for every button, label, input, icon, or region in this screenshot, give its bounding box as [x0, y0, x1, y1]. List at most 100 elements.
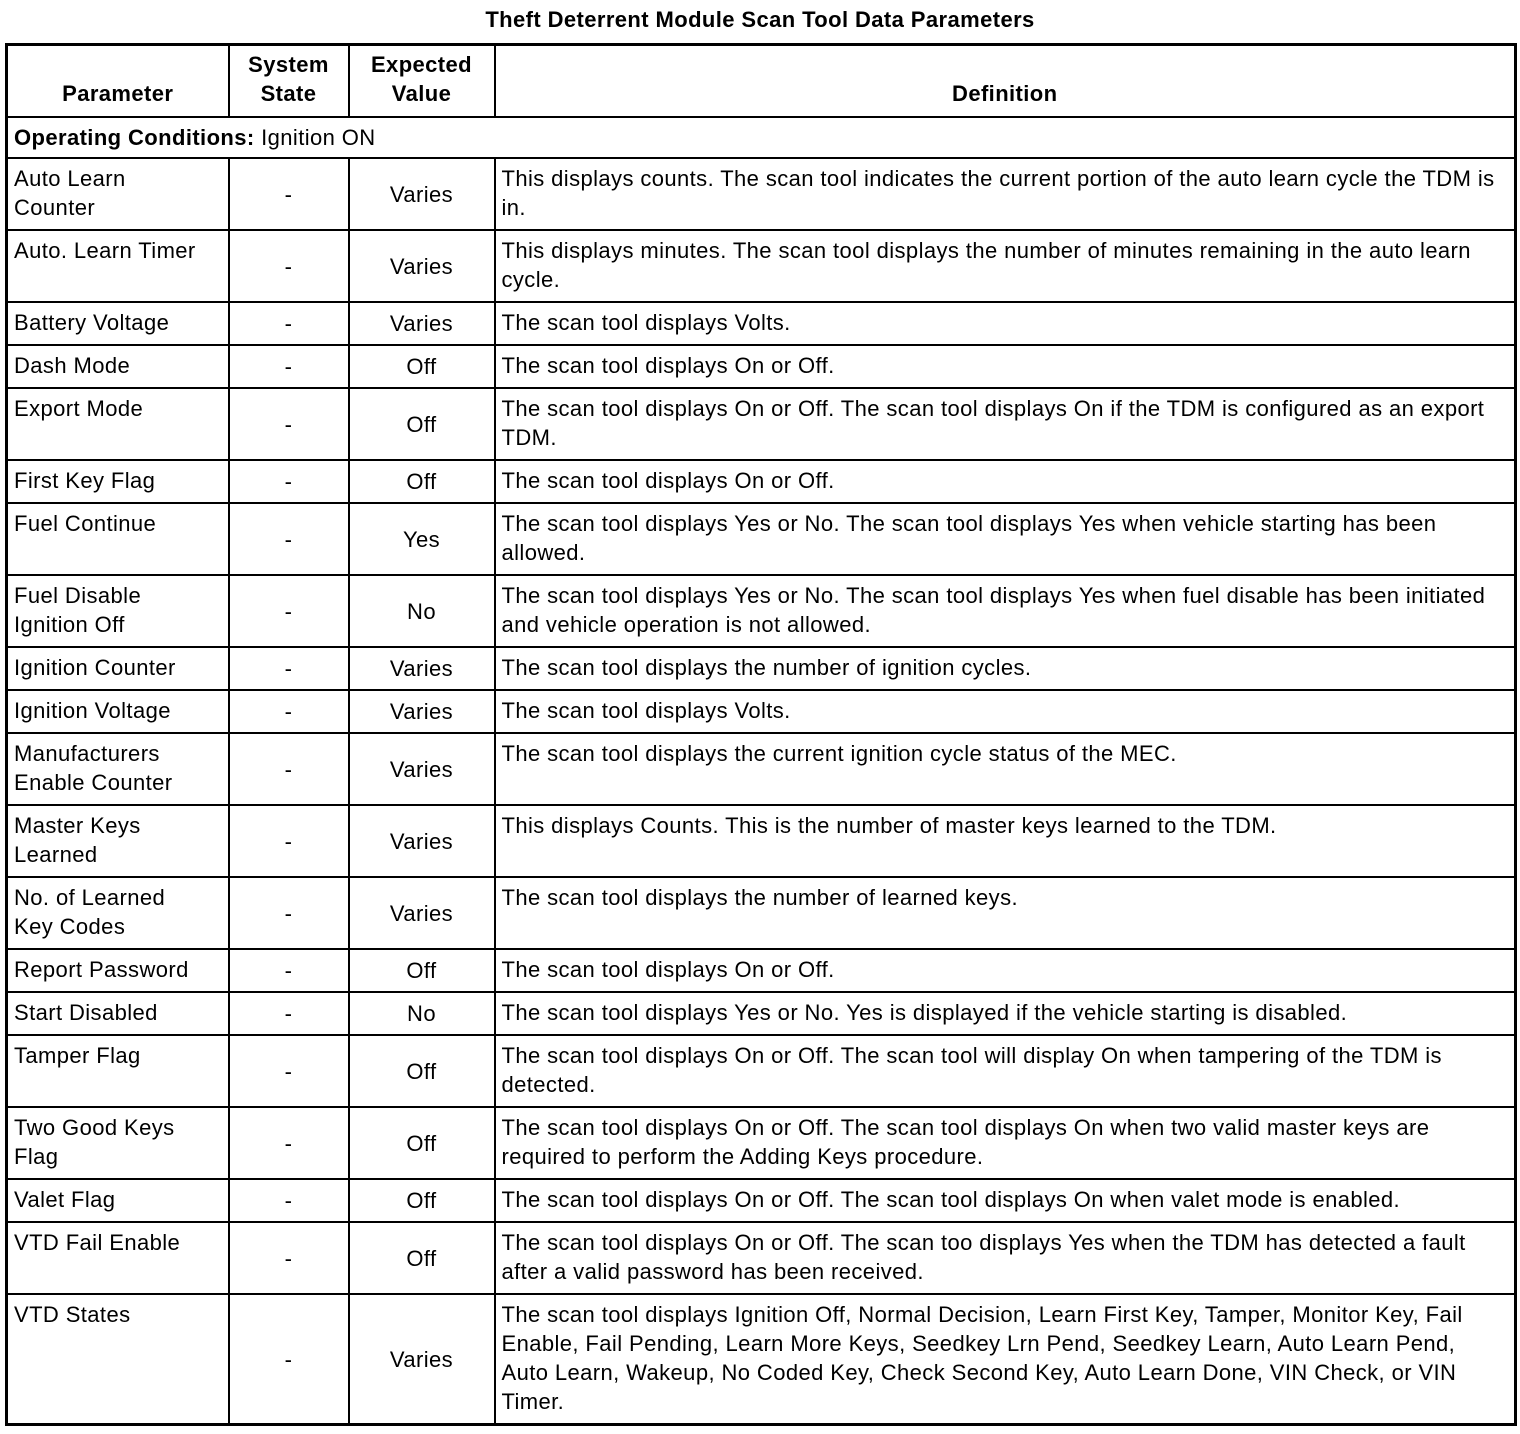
table-row: Battery Voltage - Varies The scan tool d… [5, 301, 1517, 346]
parameter-cell: Master Keys Learned [5, 804, 230, 878]
system-state-cell: - [227, 689, 350, 734]
parameter-cell: Fuel Disable Ignition Off [5, 574, 230, 648]
parameter-cell: Export Mode [5, 387, 230, 461]
expected-value-cell: Off [347, 459, 496, 504]
parameter-cell: Ignition Voltage [5, 689, 230, 734]
expected-value-cell: Off [347, 1034, 496, 1108]
definition-cell: The scan tool displays the number of lea… [493, 876, 1517, 950]
table-row: VTD Fail Enable - Off The scan tool disp… [5, 1221, 1517, 1295]
expected-value-cell: Yes [347, 502, 496, 576]
definition-cell: The scan tool displays On or Off. The sc… [493, 1034, 1517, 1108]
parameter-cell: VTD States [5, 1293, 230, 1426]
system-state-cell: - [227, 804, 350, 878]
parameter-cell: No. of Learned Key Codes [5, 876, 230, 950]
definition-cell: The scan tool displays On or Off. The sc… [493, 1178, 1517, 1223]
expected-value-cell: Off [347, 948, 496, 993]
system-state-cell: - [227, 948, 350, 993]
parameter-cell: Battery Voltage [5, 301, 230, 346]
operating-conditions-row: Operating Conditions: Ignition ON [5, 116, 1517, 159]
table-row: Fuel Continue - Yes The scan tool displa… [5, 502, 1517, 576]
expected-value-cell: Off [347, 344, 496, 389]
table-row: Ignition Counter - Varies The scan tool … [5, 646, 1517, 691]
expected-value-cell: Varies [347, 689, 496, 734]
table-row: Master Keys Learned - Varies This displa… [5, 804, 1517, 878]
operating-conditions-label: Operating Conditions: [14, 125, 255, 150]
definition-cell: The scan tool displays On or Off. [493, 344, 1517, 389]
parameter-cell: Report Password [5, 948, 230, 993]
expected-value-cell: Off [347, 1106, 496, 1180]
table-row: Valet Flag - Off The scan tool displays … [5, 1178, 1517, 1223]
table-row: Tamper Flag - Off The scan tool displays… [5, 1034, 1517, 1108]
definition-cell: The scan tool displays Volts. [493, 301, 1517, 346]
page-title: Theft Deterrent Module Scan Tool Data Pa… [485, 7, 1035, 32]
system-state-cell: - [227, 157, 350, 231]
parameter-cell: Dash Mode [5, 344, 230, 389]
expected-value-cell: Varies [347, 157, 496, 231]
expected-value-cell: Varies [347, 732, 496, 806]
system-state-cell: - [227, 732, 350, 806]
expected-value-cell: Varies [347, 804, 496, 878]
system-state-cell: - [227, 387, 350, 461]
parameter-cell: Start Disabled [5, 991, 230, 1036]
system-state-cell: - [227, 1221, 350, 1295]
system-state-cell: - [227, 301, 350, 346]
definition-cell: The scan tool displays the number of ign… [493, 646, 1517, 691]
parameter-cell: Auto. Learn Timer [5, 229, 230, 303]
system-state-cell: - [227, 574, 350, 648]
parameter-cell: Valet Flag [5, 1178, 230, 1223]
column-header-system-state: System State [227, 43, 350, 118]
scan-tool-data-table: Parameter System State Expected Value De… [5, 43, 1517, 1426]
table-row: Two Good Keys Flag - Off The scan tool d… [5, 1106, 1517, 1180]
system-state-cell: - [227, 344, 350, 389]
operating-conditions-value: Ignition ON [261, 125, 376, 150]
table-row: Ignition Voltage - Varies The scan tool … [5, 689, 1517, 734]
operating-conditions-cell: Operating Conditions: Ignition ON [5, 116, 1517, 159]
column-header-definition: Definition [493, 43, 1517, 118]
system-state-cell: - [227, 646, 350, 691]
table-row: Auto Learn Counter - Varies This display… [5, 157, 1517, 231]
column-header-parameter: Parameter [5, 43, 230, 118]
system-state-cell: - [227, 991, 350, 1036]
parameter-cell: First Key Flag [5, 459, 230, 504]
expected-value-cell: Off [347, 387, 496, 461]
definition-cell: The scan tool displays On or Off. [493, 459, 1517, 504]
parameter-cell: VTD Fail Enable [5, 1221, 230, 1295]
parameter-cell: Fuel Continue [5, 502, 230, 576]
expected-value-cell: Varies [347, 301, 496, 346]
definition-cell: The scan tool displays On or Off. The sc… [493, 1221, 1517, 1295]
table-row: VTD States - Varies The scan tool displa… [5, 1293, 1517, 1426]
table-row: First Key Flag - Off The scan tool displ… [5, 459, 1517, 504]
system-state-cell: - [227, 229, 350, 303]
parameter-cell: Ignition Counter [5, 646, 230, 691]
parameter-cell: Auto Learn Counter [5, 157, 230, 231]
table-row: Manufacturers Enable Counter - Varies Th… [5, 732, 1517, 806]
parameter-cell: Tamper Flag [5, 1034, 230, 1108]
expected-value-cell: Varies [347, 646, 496, 691]
definition-cell: This displays counts. The scan tool indi… [493, 157, 1517, 231]
system-state-cell: - [227, 459, 350, 504]
system-state-cell: - [227, 1106, 350, 1180]
system-state-cell: - [227, 1293, 350, 1426]
definition-cell: The scan tool displays the current ignit… [493, 732, 1517, 806]
definition-cell: The scan tool displays On or Off. The sc… [493, 387, 1517, 461]
expected-value-cell: Varies [347, 1293, 496, 1426]
system-state-cell: - [227, 876, 350, 950]
definition-cell: This displays minutes. The scan tool dis… [493, 229, 1517, 303]
definition-cell: This displays Counts. This is the number… [493, 804, 1517, 878]
table-row: Start Disabled - No The scan tool displa… [5, 991, 1517, 1036]
definition-cell: The scan tool displays Yes or No. The sc… [493, 502, 1517, 576]
definition-cell: The scan tool displays Volts. [493, 689, 1517, 734]
definition-cell: The scan tool displays On or Off. The sc… [493, 1106, 1517, 1180]
parameter-cell: Two Good Keys Flag [5, 1106, 230, 1180]
table-row: Report Password - Off The scan tool disp… [5, 948, 1517, 993]
definition-cell: The scan tool displays On or Off. [493, 948, 1517, 993]
system-state-cell: - [227, 502, 350, 576]
table-row: Auto. Learn Timer - Varies This displays… [5, 229, 1517, 303]
expected-value-cell: Off [347, 1178, 496, 1223]
definition-cell: The scan tool displays Yes or No. The sc… [493, 574, 1517, 648]
expected-value-cell: No [347, 574, 496, 648]
table-row: Fuel Disable Ignition Off - No The scan … [5, 574, 1517, 648]
parameter-cell: Manufacturers Enable Counter [5, 732, 230, 806]
definition-cell: The scan tool displays Ignition Off, Nor… [493, 1293, 1517, 1426]
expected-value-cell: No [347, 991, 496, 1036]
